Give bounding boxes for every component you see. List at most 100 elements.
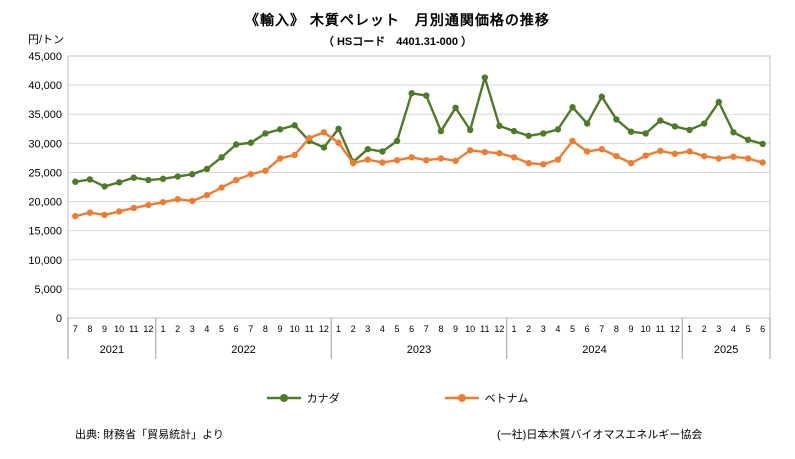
- series-marker: [525, 132, 532, 139]
- series-marker: [364, 145, 372, 153]
- x-month-label: 3: [541, 324, 546, 334]
- series-marker: [744, 155, 752, 162]
- series-marker: [657, 147, 664, 155]
- series-marker: [730, 153, 737, 160]
- x-month-label: 7: [424, 324, 429, 334]
- series-marker: [583, 148, 591, 155]
- series-marker: [686, 148, 693, 155]
- series-marker: [335, 139, 342, 146]
- legend-item-vietnam: ベトナム: [444, 390, 529, 406]
- series-marker: [306, 134, 313, 142]
- x-month-label: 2: [351, 324, 356, 334]
- series-marker: [730, 129, 737, 136]
- x-month-label: 6: [234, 324, 239, 334]
- series-marker: [437, 127, 445, 135]
- chart-title: 《輸入》 木質ペレット 月別通関価格の推移: [245, 12, 550, 28]
- series-marker: [569, 104, 576, 111]
- canada-line-marker-icon: [266, 394, 301, 402]
- legend-label-vietnam: ベトナム: [484, 393, 529, 405]
- series-marker: [700, 120, 708, 127]
- series-marker: [481, 74, 489, 81]
- series-marker: [423, 157, 430, 164]
- series-marker: [101, 211, 108, 219]
- x-month-label: 8: [263, 324, 268, 334]
- x-month-label: 12: [494, 324, 504, 334]
- y-tick-label: 25,000: [28, 167, 62, 179]
- x-month-label: 9: [278, 324, 283, 334]
- series-marker: [598, 93, 606, 100]
- price-line-chart: 0 5,000 10,000 15,000 20,000 25,000 30,000 35,0…: [28, 51, 771, 359]
- x-month-label: 4: [204, 324, 209, 334]
- series-marker: [466, 147, 474, 154]
- series-marker: [437, 155, 445, 162]
- series-line: [74, 76, 764, 188]
- series-marker: [174, 196, 181, 203]
- y-tick-label: 35,000: [28, 109, 62, 121]
- y-tick-label: 20,000: [28, 197, 62, 209]
- series-marker: [232, 141, 240, 148]
- series-marker: [335, 125, 342, 132]
- x-month-label: 3: [190, 324, 195, 334]
- plot-border: [67, 55, 771, 319]
- series-marker: [627, 159, 635, 167]
- y-axis-unit-label: 円/トン: [28, 34, 65, 46]
- series-marker: [627, 128, 635, 135]
- series-marker: [174, 173, 181, 180]
- series-marker: [452, 104, 459, 112]
- x-month-label: 8: [438, 324, 443, 334]
- series-marker: [145, 176, 152, 184]
- series-marker: [232, 176, 240, 184]
- x-month-label: 3: [365, 324, 370, 334]
- x-month-label: 9: [453, 324, 458, 334]
- series-marker: [276, 155, 284, 162]
- series-marker: [218, 154, 225, 161]
- legend-label-canada: カナダ: [306, 393, 340, 405]
- series-marker: [423, 92, 430, 99]
- series-marker: [72, 178, 79, 185]
- series-marker: [291, 122, 298, 129]
- x-month-label: 8: [614, 324, 619, 334]
- series-marker: [393, 137, 401, 145]
- series-marker: [671, 123, 679, 130]
- y-tick-label: 10,000: [28, 255, 62, 267]
- series-marker: [700, 152, 708, 160]
- x-month-label: 4: [380, 324, 385, 334]
- series-marker: [159, 198, 167, 206]
- series-marker: [510, 127, 518, 135]
- x-month-label: 4: [731, 324, 736, 334]
- x-month-label: 10: [465, 324, 475, 334]
- x-month-label: 11: [480, 324, 489, 334]
- x-month-label: 7: [248, 324, 253, 334]
- x-month-label: 6: [760, 324, 765, 334]
- series-marker: [598, 145, 606, 153]
- x-month-label: 5: [746, 324, 751, 334]
- x-month-label: 2: [702, 324, 707, 334]
- series-marker: [379, 159, 386, 166]
- series-marker: [408, 90, 415, 97]
- series-marker: [642, 130, 649, 137]
- credit-note: (一社)日本木質バイオマスエネルギー協会: [497, 429, 703, 441]
- series-marker: [189, 197, 196, 205]
- series-marker: [86, 209, 94, 216]
- x-month-label: 12: [143, 324, 153, 334]
- y-tick-label: 40,000: [28, 80, 62, 92]
- x-month-label: 11: [305, 324, 314, 334]
- series-marker: [408, 154, 415, 161]
- x-month-label: 6: [409, 324, 414, 334]
- x-year-label: 2022: [231, 344, 255, 356]
- y-tick-label: 45,000: [28, 51, 62, 63]
- source-note: 出典: 財務省「貿易統計」より: [75, 429, 224, 441]
- x-year-label: 2021: [100, 344, 124, 356]
- chart-legend: カナダ ベトナム: [0, 390, 795, 406]
- series-marker: [540, 130, 547, 137]
- x-month-label: 12: [319, 324, 329, 334]
- x-year-label: 2023: [407, 344, 431, 356]
- series-marker: [218, 184, 225, 191]
- x-month-label: 6: [585, 324, 590, 334]
- series-marker: [349, 159, 357, 167]
- series-marker: [247, 139, 255, 146]
- series-marker: [379, 148, 386, 155]
- vietnam-line-marker-icon: [444, 394, 479, 402]
- y-tick-label: 30,000: [28, 138, 62, 150]
